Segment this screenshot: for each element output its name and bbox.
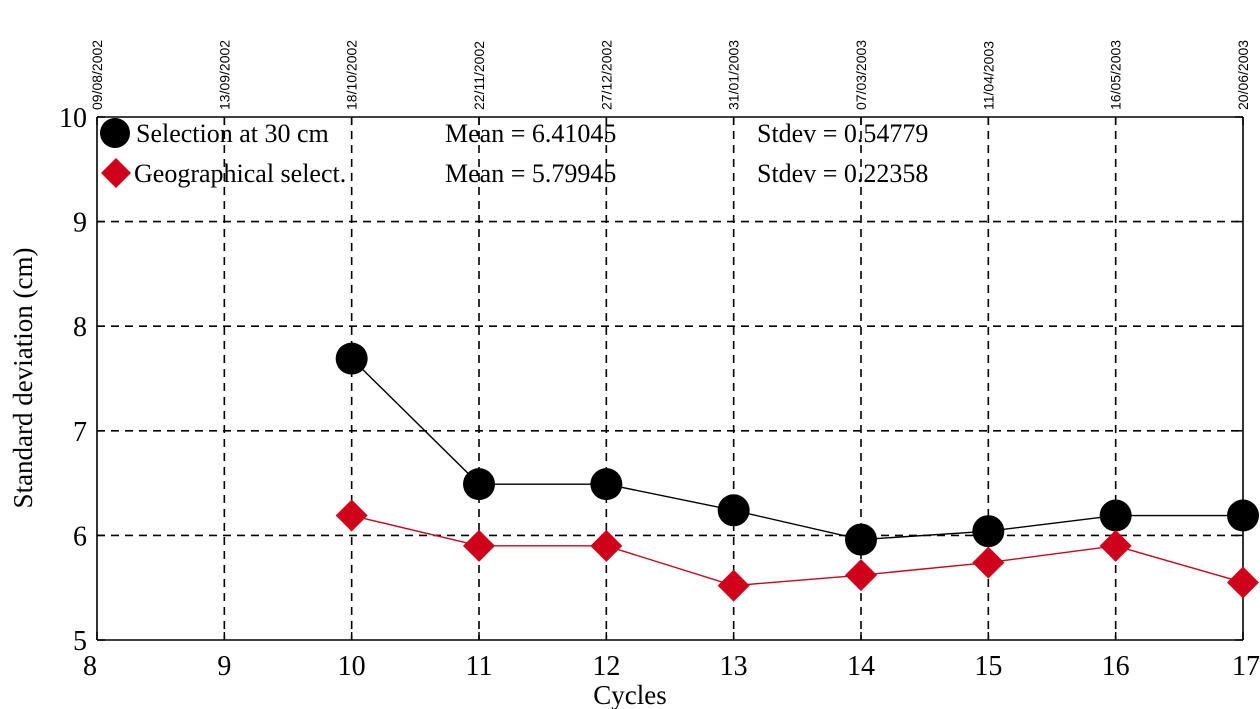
legend: Selection at 30 cm Mean = 6.41045 Stdev … (100, 118, 928, 188)
data-point-diamond (463, 529, 495, 562)
y-tick-label: 6 (73, 521, 87, 552)
y-tick-label: 5 (73, 626, 87, 657)
y-axis-title: Standard deviation (cm) (8, 248, 38, 509)
data-point-circle (1227, 499, 1259, 532)
y-tick-labels: 5 6 7 8 9 10 (59, 103, 87, 657)
data-point-circle (972, 515, 1005, 548)
legend-entry-selection: Selection at 30 cm Mean = 6.41045 Stdev … (100, 118, 928, 148)
x-tick-label: 11 (466, 651, 493, 682)
x-tick-label: 15 (974, 651, 1002, 682)
top-date-label: 11/04/2003 (980, 41, 996, 110)
top-date-label: 20/06/2003 (1235, 40, 1251, 110)
x-tick-label: 8 (83, 651, 97, 682)
top-date-label: 22/11/2002 (471, 41, 487, 110)
top-date-label: 13/09/2002 (216, 40, 232, 110)
data-point-diamond (845, 559, 877, 592)
top-date-label: 09/08/2002 (89, 40, 105, 110)
data-point-diamond (972, 546, 1005, 579)
data-point-circle (463, 468, 495, 501)
top-date-label: 18/10/2002 (344, 40, 360, 110)
top-date-label: 31/01/2003 (726, 40, 742, 110)
series-line (351, 358, 1243, 541)
y-tick-label: 7 (73, 417, 87, 448)
x-tick-labels: 8 9 10 11 12 13 14 15 16 17 (83, 651, 1260, 682)
data-point-diamond (717, 569, 750, 602)
x-tick-label: 12 (592, 651, 620, 682)
axes (96, 116, 1244, 641)
top-date-label: 27/12/2002 (598, 40, 614, 110)
legend-label-selection: Selection at 30 cm (136, 119, 329, 148)
legend-mean-geographical: Mean = 5.79945 (445, 159, 616, 188)
data-point-circle (1099, 499, 1132, 532)
series (335, 342, 1259, 602)
x-tick-label: 9 (217, 651, 231, 682)
legend-mean-selection: Mean = 6.41045 (445, 119, 616, 148)
data-point-circle (335, 342, 368, 375)
y-tick-label: 10 (59, 103, 87, 134)
data-point-circle (845, 523, 877, 556)
legend-stdev-geographical: Stdev = 0.22358 (757, 159, 928, 188)
series-line (351, 514, 1244, 587)
y-tick-label: 8 (73, 312, 87, 343)
x-tick-label: 10 (338, 651, 366, 682)
x-tick-label: 13 (720, 651, 748, 682)
x-tick-label: 16 (1102, 651, 1130, 682)
y-tick-label: 9 (73, 208, 87, 239)
data-point-diamond (1227, 566, 1259, 599)
data-point-diamond (590, 529, 623, 562)
x-axis-title: Cycles (593, 680, 667, 709)
legend-stdev-selection: Stdev = 0.54779 (757, 119, 928, 148)
top-date-label: 07/03/2003 (853, 40, 869, 110)
top-date-axis: 09/08/2002 13/09/2002 18/10/2002 22/11/2002… (89, 40, 1251, 110)
top-date-label: 16/05/2003 (1108, 40, 1124, 110)
legend-label-geographical: Geographical select. (134, 159, 346, 188)
legend-marker-circle (100, 118, 130, 148)
x-tick-label: 14 (847, 651, 875, 682)
data-point-diamond (335, 499, 368, 532)
legend-entry-geographical: Geographical select. Mean = 5.79945 Stde… (101, 158, 928, 188)
legend-marker-diamond (101, 158, 131, 188)
x-tick-label: 17 (1232, 651, 1260, 682)
data-point-circle (590, 468, 623, 501)
data-point-circle (717, 494, 750, 527)
data-point-diamond (1099, 529, 1132, 562)
grid (97, 117, 1243, 640)
